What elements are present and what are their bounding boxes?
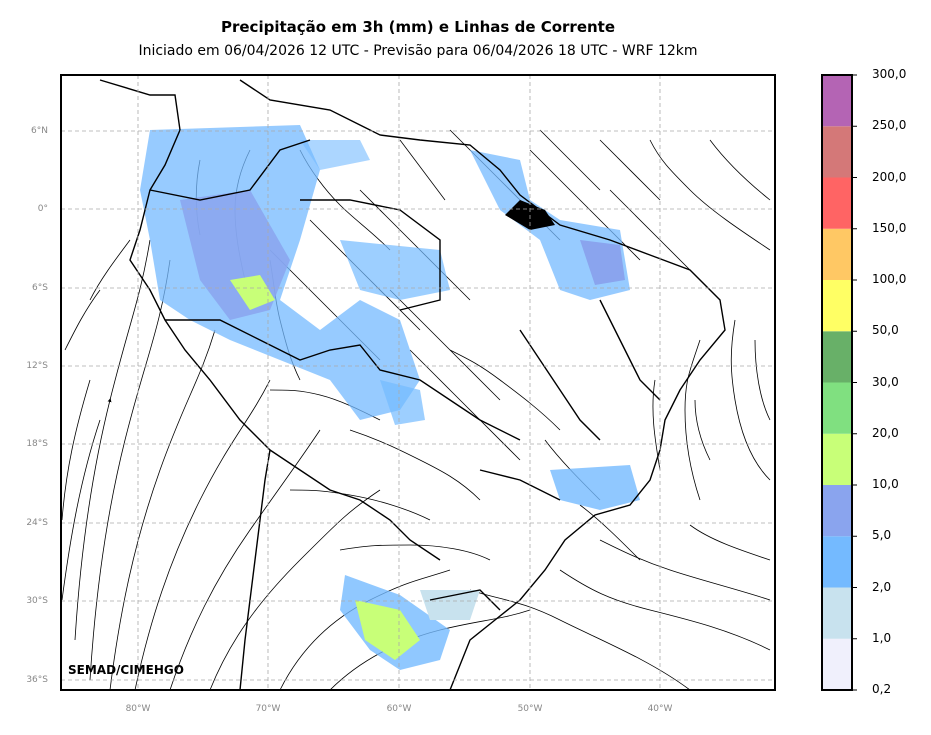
colorbar-band xyxy=(822,382,852,434)
colorbar-label: 10,0 xyxy=(872,477,899,491)
lat-tick: 0° xyxy=(37,204,48,214)
country-borders xyxy=(99,79,726,690)
colorbar-band xyxy=(822,587,852,639)
colorbar-band xyxy=(822,228,852,280)
colorbar-band xyxy=(822,433,852,485)
colorbar-label: 300,0 xyxy=(872,67,907,81)
colorbar-label: 50,0 xyxy=(872,323,899,338)
colorbar-label: 20,0 xyxy=(872,425,899,440)
colorbar-band xyxy=(822,75,852,127)
colorbar-label: 200,0 xyxy=(872,169,907,184)
map-title: Precipitação em 3h (mm) e Linhas de Corr… xyxy=(220,18,616,36)
colorbar-label: 250,0 xyxy=(872,118,907,133)
colorbar-band xyxy=(822,126,852,178)
lon-tick: 40°W xyxy=(647,704,673,714)
lat-tick: 30°S xyxy=(26,596,48,606)
colorbar-label: 2,0 xyxy=(872,579,892,594)
map-subtitle: Iniciado em 06/04/2026 12 UTC - Previsão… xyxy=(138,43,698,59)
colorbar-label: 1,0 xyxy=(872,630,892,645)
lon-tick: 60°W xyxy=(386,704,412,714)
colorbar-band xyxy=(822,485,852,537)
lon-tick: 70°W xyxy=(255,704,281,714)
colorbar-band xyxy=(822,280,852,332)
lat-tick: 6°S xyxy=(32,283,48,293)
colorbar-band xyxy=(822,638,852,690)
lat-tick: 18°S xyxy=(26,439,48,449)
lon-tick: 50°W xyxy=(517,704,543,714)
lon-tick: 80°W xyxy=(125,704,151,714)
credit-label: SEMAD/CIMEHGO xyxy=(68,663,184,677)
map-frame xyxy=(60,74,776,691)
lat-tick: 24°S xyxy=(26,518,48,528)
lat-tick: 12°S xyxy=(26,361,48,371)
colorbar-band xyxy=(822,331,852,383)
lat-tick: 36°S xyxy=(26,675,48,685)
lat-tick: 6°N xyxy=(31,126,48,136)
colorbar-label: 100,0 xyxy=(872,272,907,286)
colorbar-label: 0,2 xyxy=(872,682,892,696)
colorbar-label: 30,0 xyxy=(872,374,899,389)
colorbar-label: 150,0 xyxy=(872,220,907,235)
colorbar-band xyxy=(822,177,852,229)
colorbar-label: 5,0 xyxy=(872,528,892,543)
gridlines xyxy=(61,75,775,690)
colorbar-band xyxy=(822,536,852,588)
